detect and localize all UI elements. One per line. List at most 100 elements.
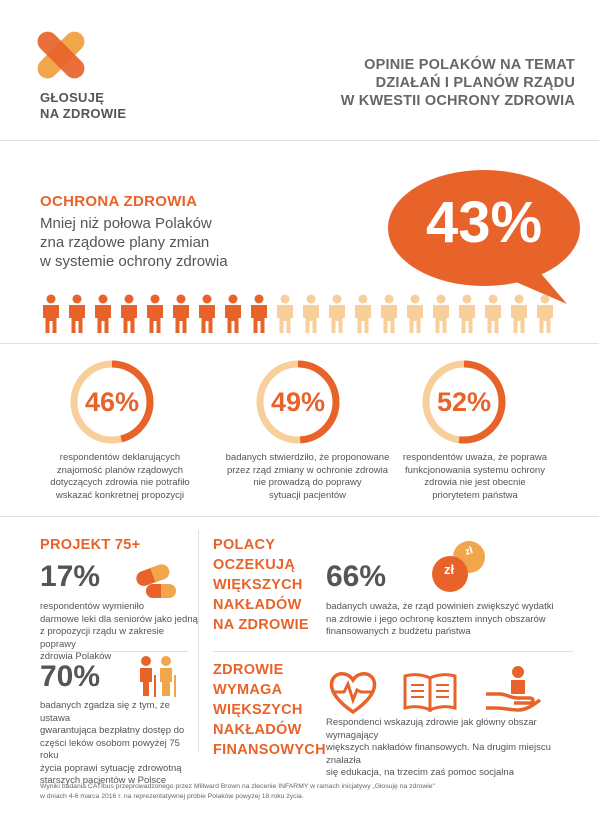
health-description: Mniej niż połowa Polaków zna rządowe pla… (40, 214, 340, 271)
heading-line: OCZEKUJĄ (213, 557, 296, 573)
logo-text: GŁOSUJĘ NA ZDROWIE (40, 90, 126, 122)
health-desc-line1: Mniej niż połowa Polaków (40, 215, 212, 232)
person-icon (537, 294, 553, 333)
person-icon (355, 294, 371, 333)
stat-value-1: 46% (84, 387, 140, 417)
stat-ring-1 (70, 360, 154, 444)
expect-divider (213, 651, 573, 652)
text-line: nie prowadzą do poprawy (253, 477, 362, 488)
project-percent-2: 70% (40, 660, 101, 693)
heading-line: POLACY (213, 537, 276, 553)
stat-text-3: respondentów uważa, że poprawa funkcjonow… (395, 452, 555, 502)
coin-label-1: zł (443, 562, 455, 577)
stat-text-1: respondentów deklarujących znajomość plan… (40, 452, 200, 502)
stat-text-2: badanych stwierdziło, że proponowane prze… (225, 452, 390, 502)
heading-line: NA ZDROWIE (213, 617, 309, 633)
ring-fill (256, 360, 340, 444)
health-heading: OCHRONA ZDROWIA (40, 193, 198, 210)
heart-pulse-icon (329, 672, 377, 714)
speech-bubble (388, 170, 580, 304)
text-line: respondentów wymieniło (40, 601, 145, 612)
stat-ring-2 (256, 360, 340, 444)
expect-text: badanych uważa, że rząd powinien zwiększ… (326, 601, 576, 639)
person-icon (277, 294, 293, 333)
text-line: darmowe leki dla seniorów jako jedną (40, 613, 198, 625)
text-line: części leków osobom powyżej 75 roku (40, 737, 180, 762)
text-line: na zdrowie i jego ochronę kosztem innych… (326, 613, 546, 625)
text-line: badanych zgadza się z tym, że ustawa (40, 700, 170, 724)
person-icon (95, 294, 111, 333)
big-percent: 43% (425, 190, 543, 255)
header-divider (0, 140, 599, 141)
vertical-divider (198, 530, 199, 752)
person-icon (329, 294, 345, 333)
text-line: się edukacja, na trzecim zaś pomoc socja… (326, 767, 514, 778)
stat-value-3: 52% (436, 387, 492, 417)
footnote-line1: Wyniki badania CATIbus przeprowadzonego … (40, 783, 435, 790)
text-line: starszych pacjentów w Polsce (40, 775, 167, 786)
mid-divider (0, 516, 599, 517)
title-line1: OPINIE POLAKÓW NA TEMAT (364, 57, 575, 73)
person-icon (199, 294, 215, 333)
people-row (43, 294, 553, 333)
needs-heading: ZDROWIE WYMAGA WIĘKSZYCH NAKŁADÓW FINANS… (213, 660, 326, 760)
book-icon (403, 673, 457, 712)
project-text-1: respondentów wymieniło darmowe leki dla … (40, 601, 200, 664)
stat-ring-3 (422, 360, 506, 444)
text-line: wskazać konkretnej propozycji (55, 489, 185, 501)
heading-line: ZDROWIE (213, 662, 284, 678)
heading-line: FINANSOWYCH (213, 742, 326, 758)
person-icon (225, 294, 241, 333)
person-icon (485, 294, 501, 333)
project-text-2: badanych zgadza się z tym, że ustawa gwa… (40, 700, 200, 788)
logo-line2: NA ZDROWIE (40, 106, 127, 121)
logo-icon (37, 31, 85, 79)
text-line: większych nakładów finansowych. Na drugi… (326, 742, 551, 766)
person-icon (147, 294, 163, 333)
title-line2: DZIAŁAŃ I PLANÓW RZĄDU (375, 75, 575, 91)
heading-line: WIĘKSZYCH (213, 702, 303, 718)
heading-line: NAKŁADÓW (213, 722, 302, 738)
text-line: badanych stwierdziło, że proponowane (225, 452, 390, 463)
heading-line: NAKŁADÓW (213, 597, 302, 613)
person-icon (433, 294, 449, 333)
text-line: przez rząd zmiany w ochronie zdrowia (226, 464, 389, 476)
person-icon (43, 294, 59, 333)
seniors-icon (140, 656, 176, 697)
text-line: zdrowia Polaków (40, 651, 112, 662)
text-line: życia poprawi sytuację zdrowotną (40, 762, 182, 774)
text-line: Respondenci wskazują zdrowie jak główny … (326, 717, 537, 741)
pills-icon (136, 564, 176, 598)
text-line: respondentów uważa, że poprawa (402, 452, 548, 463)
person-icon (69, 294, 85, 333)
health-desc-line3: w systemie ochrony zdrowia (40, 253, 228, 270)
coins-icon (432, 541, 485, 592)
person-icon (381, 294, 397, 333)
expect-heading: POLACY OCZEKUJĄ WIĘKSZYCH NAKŁADÓW NA ZD… (213, 535, 309, 635)
project-divider (40, 651, 188, 652)
project-heading: PROJEKT 75+ (40, 537, 141, 553)
health-desc-line2: zna rządowe plany zmian (40, 234, 210, 251)
needs-text: Respondenci wskazują zdrowie jak główny … (326, 717, 586, 780)
person-icon (303, 294, 319, 333)
footnote: Wyniki badania CATIbus przeprowadzonego … (40, 782, 570, 801)
footnote-line2: w dniach 4-6 marca 2016 r. na reprezenta… (40, 792, 304, 800)
title-line3: W KWESTII OCHRONY ZDROWIA (340, 93, 575, 109)
heading-line: WYMAGA (213, 682, 283, 698)
ring-fill (422, 360, 506, 444)
text-line: respondentów deklarujących (59, 452, 181, 463)
text-line: funkcjonowania systemu ochrony (405, 464, 545, 476)
text-line: sytuacji pacjentów (268, 489, 347, 501)
text-line: z propozycji rządu w zakresie poprawy (40, 626, 165, 650)
text-line: znajomość planów rządowych (56, 464, 184, 476)
person-icon (459, 294, 475, 333)
person-icon (251, 294, 267, 333)
person-icon (511, 294, 527, 333)
person-icon (121, 294, 137, 333)
text-line: gwarantująca bezpłatny dostęp do (40, 725, 185, 736)
text-line: zdrowia nie jest obecnie (424, 477, 526, 488)
logo-line1: GŁOSUJĘ (40, 90, 105, 105)
text-line: finansowanych z budżetu państwa (326, 626, 471, 637)
heading-line: WIĘKSZYCH (213, 577, 303, 593)
person-icon (407, 294, 423, 333)
